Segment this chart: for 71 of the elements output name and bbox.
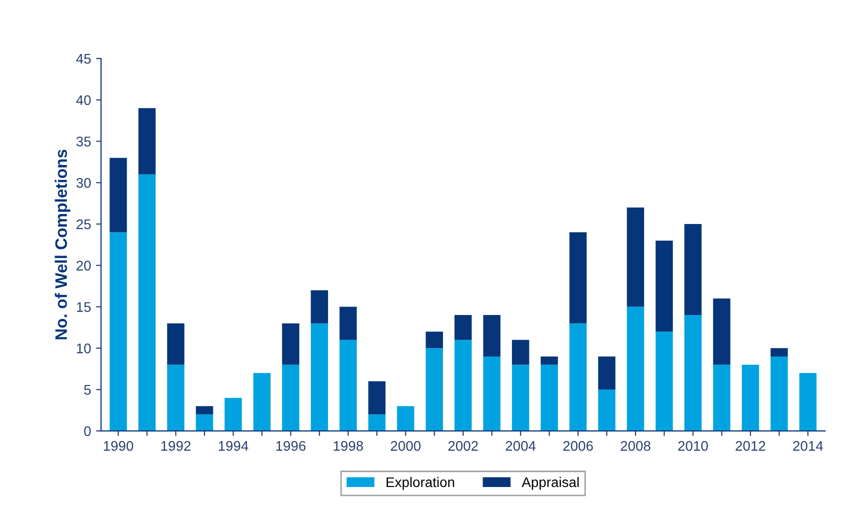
bar (684, 315, 702, 431)
y-tick-label: 20 (76, 260, 91, 271)
bar (656, 332, 673, 431)
y-tick-label: 45 (76, 54, 91, 64)
bar (196, 414, 214, 431)
x-tick-label: 2006 (563, 441, 593, 451)
bar (742, 364, 760, 431)
x-tick-label: 1996 (276, 441, 306, 451)
bar (224, 398, 242, 431)
bar (282, 323, 300, 365)
x-tick-label: 1998 (334, 441, 364, 451)
bar (626, 306, 644, 431)
bar (340, 306, 357, 340)
bar (167, 323, 184, 365)
bar (512, 364, 530, 431)
bar (138, 174, 156, 431)
bar (426, 348, 443, 431)
bar (397, 406, 414, 431)
bar (196, 406, 214, 414)
bar (656, 240, 673, 332)
bar (598, 356, 616, 390)
bar (253, 372, 271, 431)
y-tick-label: 25 (76, 219, 91, 230)
bar (569, 323, 587, 431)
y-tick-label: 30 (76, 178, 91, 188)
bar (426, 332, 443, 348)
x-tick-label: 2008 (620, 441, 650, 451)
bar (770, 348, 788, 356)
x-tick-label: 2002 (448, 441, 478, 451)
y-tick-label: 15 (76, 302, 91, 312)
bar (684, 224, 702, 316)
bar (454, 340, 472, 431)
y-tick-label: 5 (84, 385, 91, 395)
bar (598, 390, 616, 431)
x-tick-label: 2010 (678, 441, 708, 451)
x-tick-label: 2004 (506, 441, 536, 451)
bar (310, 290, 328, 324)
x-tick-label: 1992 (161, 441, 191, 451)
legend-label: Exploration (386, 476, 454, 490)
y-axis-title: No. of Well Completions (54, 150, 70, 340)
bar (110, 158, 127, 232)
x-tick-label: 2012 (736, 441, 766, 451)
bar (540, 356, 558, 365)
x-tick-label: 1990 (104, 441, 134, 451)
bar (512, 340, 530, 365)
bar (110, 232, 127, 431)
bar (310, 323, 328, 431)
bar (569, 232, 587, 324)
bar (626, 207, 644, 307)
y-tick-label: 10 (76, 344, 91, 354)
x-tick-label: 1994 (218, 441, 248, 451)
bar (340, 340, 357, 431)
bar (483, 356, 500, 431)
y-tick-label: 0 (84, 426, 91, 436)
bar (368, 414, 386, 431)
bar (540, 364, 558, 431)
x-tick-label: 2000 (390, 441, 421, 451)
bar (770, 356, 788, 431)
bar (368, 381, 386, 414)
x-tick-label: 2014 (793, 441, 823, 451)
y-tick-label: 40 (76, 95, 91, 106)
bar (713, 298, 730, 365)
bar (282, 364, 300, 431)
bar (799, 372, 817, 431)
legend-label: Appraisal (522, 476, 579, 490)
bar (138, 108, 156, 174)
bar (167, 364, 184, 431)
bar (713, 364, 730, 431)
bar (483, 315, 500, 356)
bar (454, 315, 472, 340)
y-tick-label: 35 (76, 136, 91, 146)
